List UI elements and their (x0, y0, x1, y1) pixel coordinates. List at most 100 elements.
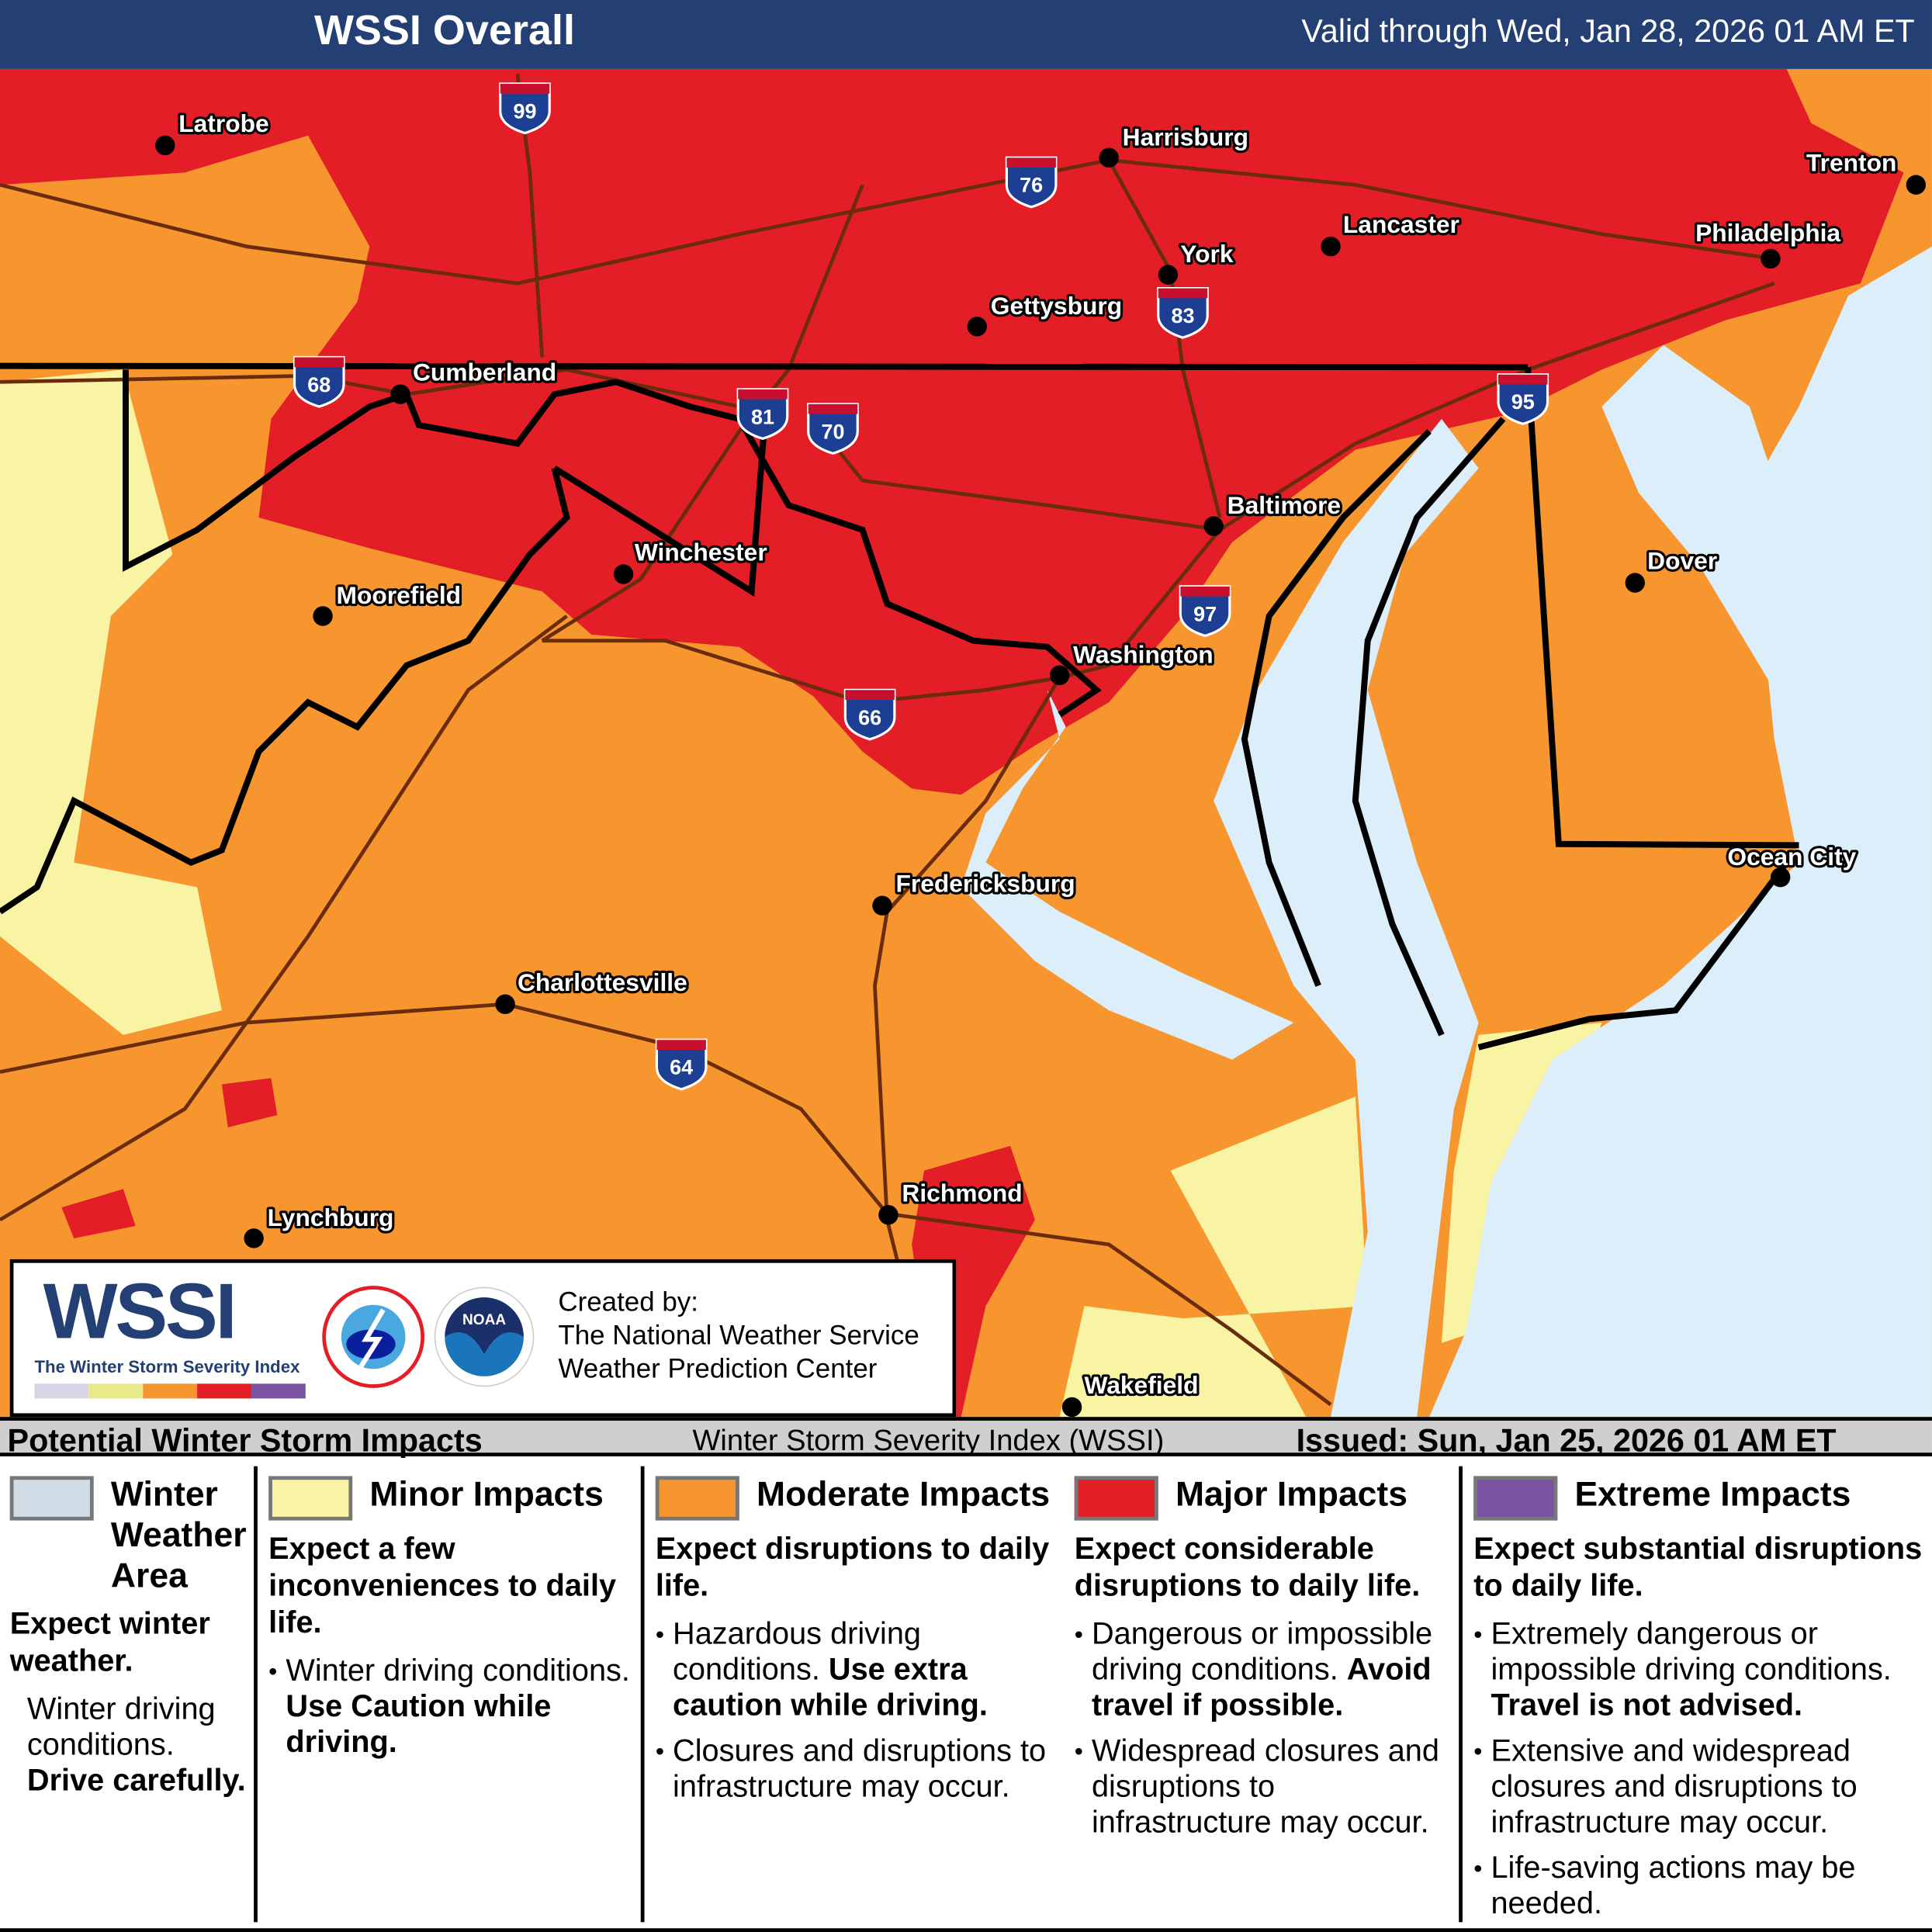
city-label: York (1180, 240, 1234, 268)
scale-swatch (88, 1383, 144, 1399)
divider (640, 1466, 645, 1923)
legend-bullet: Closures and disruptions to infrastructu… (673, 1733, 1047, 1804)
legend-swatch (1074, 1476, 1158, 1521)
legend-header: Extreme Impacts (1473, 1473, 1922, 1521)
index-name: Winter Storm Severity Index (WSSI) (692, 1424, 1165, 1458)
legend-headline: Expect a few inconveniences to daily lif… (268, 1531, 617, 1640)
legend-extreme-impacts: Extreme Impacts Expect substantial disru… (1464, 1456, 1932, 1924)
city-label: Washington (1073, 640, 1213, 668)
legend-bullet-item: • Winter driving conditions. Use Caution… (268, 1653, 635, 1761)
interstate-shield-icon: 68 (293, 355, 345, 408)
divider (254, 1466, 258, 1923)
legend-header: Major Impacts (1074, 1473, 1454, 1521)
legend-bullet: Widespread closures and disruptions to i… (1091, 1733, 1439, 1840)
city-label: Wakefield (1084, 1371, 1198, 1399)
legend-bullet-item: • Extremely dangerous or impossible driv… (1473, 1616, 1922, 1723)
divider (1459, 1466, 1463, 1923)
legend-headline: Expect substantial disruptions to daily … (1473, 1531, 1923, 1603)
legend-bullet-item: • Dangerous or impossible driving condit… (1075, 1616, 1454, 1723)
legend-header: Winter Weather Area (9, 1473, 249, 1595)
legend-swatch (268, 1476, 353, 1521)
city-label: Gettysburg (991, 292, 1122, 320)
legend-title-bar: Potential Winter Storm Impacts Winter St… (0, 1417, 1932, 1459)
scale-swatch (197, 1383, 251, 1399)
scale-swatch (34, 1383, 89, 1399)
bullet-icon: • (655, 1738, 664, 1766)
map-title: WSSI Overall (313, 7, 576, 54)
city-label: Richmond (902, 1179, 1022, 1207)
city-markers (155, 135, 1927, 1418)
legend-label: Winter Weather Area (111, 1473, 247, 1595)
credit-line: Weather Prediction Center (558, 1352, 878, 1384)
bullet-icon: • (1473, 1621, 1483, 1649)
label-line: Weather (110, 1515, 247, 1554)
impact-legend: Winter Weather Area Expect winter weathe… (0, 1456, 1932, 1932)
city-label: Cumberland (413, 358, 556, 386)
city-label: Latrobe (178, 109, 268, 137)
legend-bullet: Winter driving conditions. Use Caution w… (286, 1653, 630, 1760)
legend-bullet: Extensive and widespread closures and di… (1491, 1733, 1858, 1840)
state-borders (0, 362, 1799, 1051)
header-bar: WSSI Overall Valid through Wed, Jan 28, … (0, 0, 1932, 69)
legend-bullet: Life-saving actions may be needed. (1491, 1851, 1856, 1921)
svg-text:95: 95 (1511, 390, 1535, 414)
logo-box: WSSI The Winter Storm Severity Index NOA… (9, 1259, 957, 1418)
city-label: Philadelphia (1695, 219, 1840, 247)
interstate-shields: 99 76 83 68 81 70 95 97 66 64 (293, 82, 1549, 1091)
svg-text:76: 76 (1020, 174, 1043, 197)
bullet-icon: • (1473, 1855, 1483, 1883)
legend-headline: Expect disruptions to daily life. (655, 1531, 1050, 1603)
bullet-icon: • (268, 1658, 278, 1686)
major-area (0, 68, 1904, 795)
chesapeake-bay (1214, 418, 1479, 1418)
svg-text:70: 70 (821, 420, 844, 443)
city-label: Lancaster (1343, 210, 1459, 238)
city-label: Baltimore (1227, 491, 1341, 519)
interstate-shield-icon: 99 (499, 82, 551, 135)
legend-label: Minor Impacts (369, 1474, 604, 1514)
interstate-shield-icon: 76 (1005, 156, 1058, 209)
minor-area-west (0, 369, 222, 1035)
highways (0, 73, 1775, 1418)
svg-text:83: 83 (1171, 304, 1194, 327)
legend-title: Potential Winter Storm Impacts (7, 1421, 483, 1459)
credit-line: The National Weather Service (558, 1319, 919, 1351)
legend-header: Moderate Impacts (655, 1473, 1058, 1521)
legend-major-impacts: Major Impacts Expect considerable disrup… (1065, 1456, 1459, 1924)
svg-text:97: 97 (1193, 602, 1217, 625)
bullet-icon: • (1074, 1621, 1083, 1649)
svg-text:99: 99 (513, 99, 536, 123)
wssi-tagline: The Winter Storm Severity Index (34, 1356, 300, 1376)
svg-text:68: 68 (307, 373, 331, 396)
legend-bullet-item: • Widespread closures and disruptions to… (1075, 1733, 1454, 1840)
interstate-shield-icon: 66 (843, 688, 896, 741)
scale-swatch (143, 1383, 198, 1399)
interstate-shield-icon: 64 (655, 1038, 708, 1091)
bullet-icon: • (1473, 1738, 1483, 1766)
nws-logo-icon (322, 1286, 425, 1388)
legend-bullet: Hazardous driving conditions. Use extra … (673, 1616, 988, 1723)
delaware-bay (1601, 345, 1812, 691)
legend-label: Moderate Impacts (757, 1474, 1051, 1514)
legend-label: Major Impacts (1175, 1474, 1407, 1514)
legend-bullet-item: • Closures and disruptions to infrastruc… (656, 1733, 1058, 1805)
svg-text:NOAA: NOAA (462, 1312, 506, 1328)
legend-bullet-item: • Hazardous driving conditions. Use extr… (656, 1616, 1058, 1723)
svg-text:64: 64 (670, 1056, 693, 1079)
legend-headline: Expect considerable disruptions to daily… (1074, 1531, 1421, 1603)
legend-text: Winter driving conditions. Drive careful… (26, 1691, 246, 1798)
minor-area-south (1059, 1096, 1368, 1418)
city-label: Trenton (1806, 149, 1896, 177)
legend-bullet: Extremely dangerous or impossible drivin… (1491, 1616, 1892, 1723)
credit-text: Created by: The National Weather Service… (558, 1285, 919, 1385)
svg-text:81: 81 (751, 405, 774, 428)
legend-minor-impacts: Minor Impacts Expect a few inconvenience… (258, 1456, 640, 1924)
city-label: Ocean City (1727, 843, 1856, 871)
city-label: Lynchburg (268, 1203, 394, 1231)
interstate-shield-icon: 83 (1157, 287, 1209, 339)
issued-time: Issued: Sun, Jan 25, 2026 01 AM ET (1296, 1421, 1837, 1459)
noaa-logo-icon: NOAA (434, 1286, 535, 1387)
legend-swatch (9, 1476, 94, 1521)
wssi-color-scale (34, 1383, 306, 1399)
